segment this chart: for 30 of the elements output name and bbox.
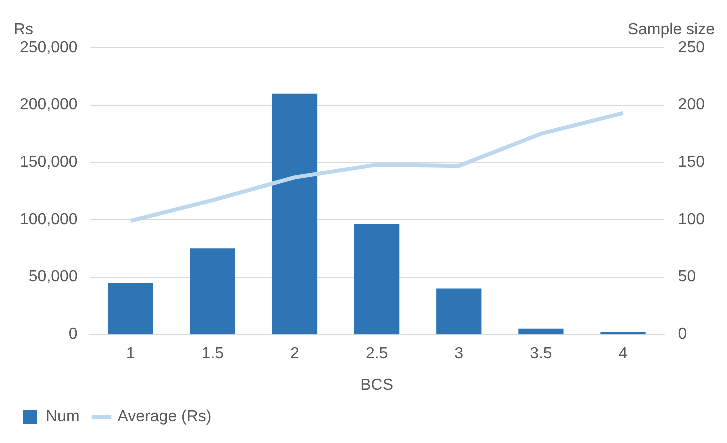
x-tick-label: 2.5 <box>366 346 388 363</box>
y-tick-label: 200,000 <box>20 96 78 114</box>
x-tick-label: 3 <box>454 346 464 363</box>
y-tick-label: 50,000 <box>28 268 78 286</box>
y2-axis-title: Sample size <box>628 21 716 38</box>
y-tick-label: 150,000 <box>20 154 78 172</box>
y-tick-label: 100,000 <box>20 211 78 228</box>
bar <box>272 94 318 335</box>
x-tick-label: 4 <box>618 346 628 363</box>
y2-tick-label: 150 <box>678 154 706 172</box>
bar <box>190 248 236 335</box>
x-tick-label: 1.5 <box>202 346 224 363</box>
y2-tick-label: 250 <box>678 39 706 56</box>
x-tick-label: 1 <box>126 346 136 363</box>
x-tick-label: 3.5 <box>530 346 552 363</box>
legend-label: Num <box>46 408 80 426</box>
y2-tick-label: 200 <box>678 96 706 114</box>
bar <box>354 224 400 335</box>
y2-tick-label: 100 <box>678 211 706 228</box>
bar <box>108 283 154 335</box>
y-axis-title: Rs <box>14 21 34 38</box>
y2-tick-label: 0 <box>678 326 688 344</box>
bar <box>436 288 482 335</box>
x-axis-title: BCS <box>360 376 394 394</box>
y-tick-label: 250,000 <box>20 39 78 56</box>
bar <box>518 328 564 335</box>
legend-label: Average (Rs) <box>118 408 212 426</box>
y-tick-label: 0 <box>68 326 78 344</box>
y2-tick-label: 50 <box>678 268 696 286</box>
x-tick-label: 2 <box>290 346 300 363</box>
